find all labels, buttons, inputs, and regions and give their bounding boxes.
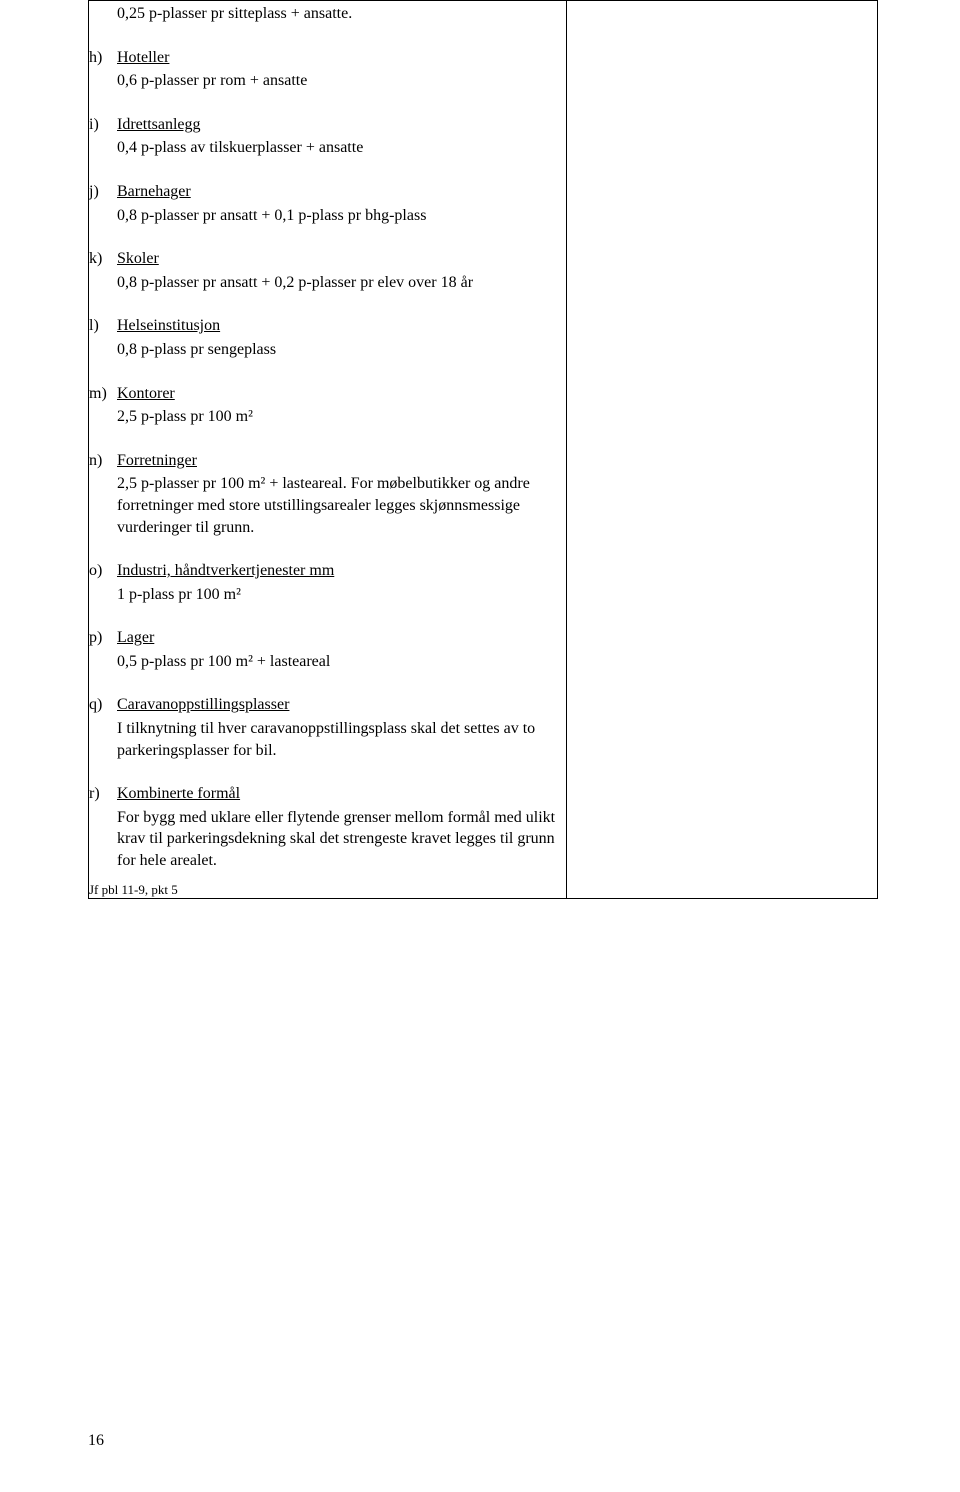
item-desc: 0,4 p-plass av tilskuerplasser + ansatte	[117, 137, 566, 159]
item-desc: 0,8 p-plass pr sengeplass	[117, 339, 566, 361]
list-item: r) Kombinerte formål For bygg med uklare…	[89, 783, 566, 871]
list-item: j) Barnehager 0,8 p-plasser pr ansatt + …	[89, 181, 566, 226]
item-title: Lager	[117, 627, 566, 649]
item-title: Hoteller	[117, 47, 566, 69]
item-marker: o)	[89, 560, 117, 605]
list-item: q) Caravanoppstillingsplasser I tilknytn…	[89, 694, 566, 761]
item-desc: 0,5 p-plass pr 100 m² + lasteareal	[117, 651, 566, 673]
list-item: 0,25 p-plasser pr sitteplass + ansatte.	[117, 1, 566, 25]
item-title: Skoler	[117, 248, 566, 270]
footnote: Jf pbl 11-9, pkt 5	[89, 882, 566, 898]
item-title: Forretninger	[117, 450, 566, 472]
item-marker: m)	[89, 383, 117, 428]
content-table: 0,25 p-plasser pr sitteplass + ansatte. …	[88, 0, 878, 899]
item-marker: l)	[89, 315, 117, 360]
list-item: o) Industri, håndtverkertjenester mm 1 p…	[89, 560, 566, 605]
item-marker: k)	[89, 248, 117, 293]
item-desc: 0,6 p-plasser pr rom + ansatte	[117, 70, 566, 92]
item-marker: q)	[89, 694, 117, 761]
list-item: k) Skoler 0,8 p-plasser pr ansatt + 0,2 …	[89, 248, 566, 293]
item-marker: h)	[89, 47, 117, 92]
item-marker: r)	[89, 783, 117, 871]
item-marker: n)	[89, 450, 117, 538]
page-number: 16	[88, 1432, 104, 1450]
item-title: Industri, håndtverkertjenester mm	[117, 560, 566, 582]
list-item: i) Idrettsanlegg 0,4 p-plass av tilskuer…	[89, 114, 566, 159]
list-item: n) Forretninger 2,5 p-plasser pr 100 m² …	[89, 450, 566, 538]
item-marker: j)	[89, 181, 117, 226]
item-desc: For bygg med uklare eller flytende grens…	[117, 807, 566, 872]
list-item: m) Kontorer 2,5 p-plass pr 100 m²	[89, 383, 566, 428]
list-item: p) Lager 0,5 p-plass pr 100 m² + lastear…	[89, 627, 566, 672]
item-marker: i)	[89, 114, 117, 159]
item-desc: I tilknytning til hver caravanoppstillin…	[117, 718, 566, 761]
item-desc: 1 p-plass pr 100 m²	[117, 584, 566, 606]
item-title: Idrettsanlegg	[117, 114, 566, 136]
item-desc: 2,5 p-plasser pr 100 m² + lasteareal. Fo…	[117, 473, 566, 538]
item-title: Caravanoppstillingsplasser	[117, 694, 566, 716]
item-title: Kombinerte formål	[117, 783, 566, 805]
item-title: Kontorer	[117, 383, 566, 405]
item-marker: p)	[89, 627, 117, 672]
item-desc: 0,8 p-plasser pr ansatt + 0,1 p-plass pr…	[117, 205, 566, 227]
item-desc: 0,25 p-plasser pr sitteplass + ansatte.	[117, 3, 566, 25]
item-title: Helseinstitusjon	[117, 315, 566, 337]
right-column	[566, 1, 877, 899]
item-title: Barnehager	[117, 181, 566, 203]
list-item: h) Hoteller 0,6 p-plasser pr rom + ansat…	[89, 47, 566, 92]
left-column: 0,25 p-plasser pr sitteplass + ansatte. …	[89, 1, 567, 899]
item-desc: 2,5 p-plass pr 100 m²	[117, 406, 566, 428]
item-desc: 0,8 p-plasser pr ansatt + 0,2 p-plasser …	[117, 272, 566, 294]
list-item: l) Helseinstitusjon 0,8 p-plass pr senge…	[89, 315, 566, 360]
